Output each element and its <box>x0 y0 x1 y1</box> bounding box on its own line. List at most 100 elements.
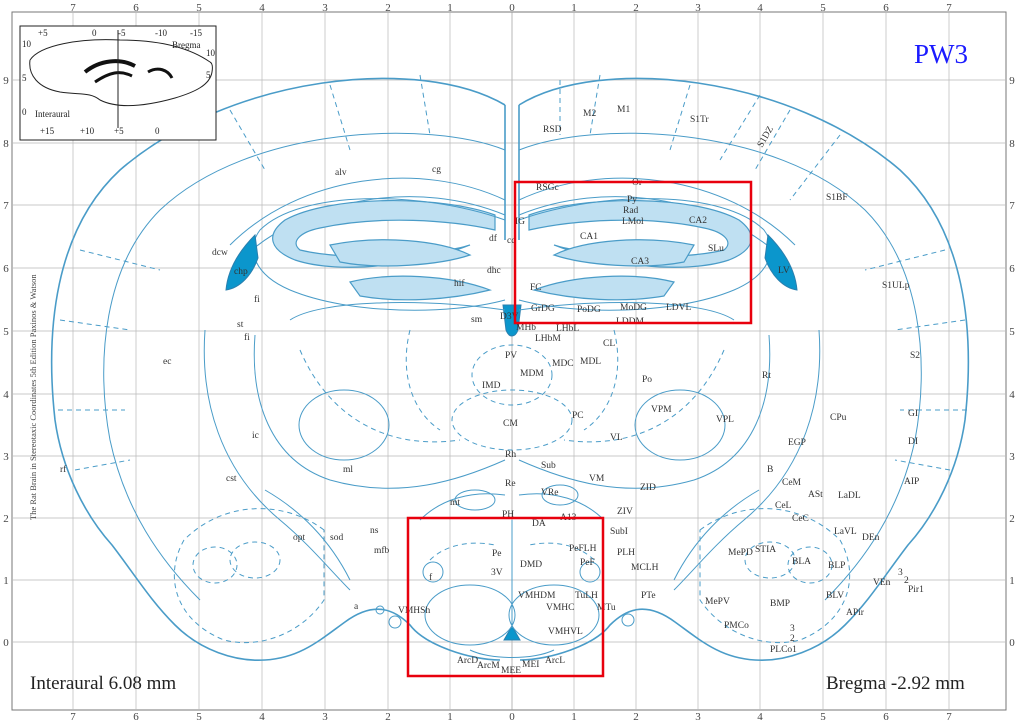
tick-label: 3 <box>322 2 328 14</box>
tick-label: 5 <box>196 2 202 14</box>
roi-hypothalamus-box <box>406 516 605 678</box>
tick-label: 3 <box>322 711 328 722</box>
tick-label: 5 <box>196 711 202 722</box>
tick-label: 1 <box>447 711 453 722</box>
region-label: alv <box>335 168 347 178</box>
region-label: PoDG <box>577 305 601 315</box>
region-label: 3 <box>790 624 795 634</box>
region-label: f <box>429 572 433 583</box>
region-label: MoDG <box>620 303 647 313</box>
region-label: BLP <box>828 561 845 571</box>
region-label: ic <box>252 431 259 441</box>
region-label: ArcL <box>545 656 565 666</box>
tick-label: 5 <box>820 2 826 14</box>
left-axis: 9 8 7 6 5 4 3 2 1 0 <box>3 75 9 649</box>
region-label: df <box>489 233 498 244</box>
interaural-coordinate: Interaural 6.08 mm <box>30 673 176 694</box>
tick-label: 8 <box>3 138 9 150</box>
region-label: CM <box>503 419 518 429</box>
region-label: 3 <box>898 568 903 578</box>
tick-label: 4 <box>757 2 763 14</box>
region-label: LHbL <box>556 324 579 334</box>
region-label: S1Tr <box>690 115 710 125</box>
tick-label: 6 <box>1009 263 1015 275</box>
inset-tick: -5 <box>118 28 126 38</box>
region-label: ZIV <box>617 507 633 517</box>
region-label: IMD <box>482 381 501 391</box>
sagittal-inset: +5 0 -5 -10 -15 +15 +10 +5 0 10 5 0 10 5… <box>19 25 217 141</box>
region-label: S1BF <box>826 193 848 203</box>
plate-frame <box>11 11 1007 711</box>
region-label: LDVL <box>666 303 692 313</box>
bottom-axis: 7 6 5 4 3 2 1 0 1 2 3 4 5 6 7 <box>70 711 952 722</box>
left-hemisphere-outline <box>50 77 506 661</box>
region-label: PMCo <box>724 621 749 631</box>
region-label: VPM <box>651 405 672 415</box>
tick-label: 0 <box>509 2 515 14</box>
tick-label: 1 <box>571 2 577 14</box>
inset-tick: 10 <box>22 39 32 49</box>
region-label: MePD <box>728 548 753 558</box>
tick-label: 0 <box>1009 637 1015 649</box>
bregma-coordinate: Bregma -2.92 mm <box>826 673 965 694</box>
inset-tick: 5 <box>206 70 211 80</box>
tick-label: 5 <box>3 326 9 338</box>
region-label: AIP <box>904 477 919 487</box>
tick-label: 1 <box>1009 575 1015 587</box>
region-label: VRe <box>541 488 558 498</box>
region-label: SubI <box>610 527 628 537</box>
tick-label: 3 <box>695 2 701 14</box>
region-label: APir <box>846 608 865 618</box>
tick-label: 1 <box>571 711 577 722</box>
region-label: RSGc <box>536 183 559 193</box>
right-lateral-ventricle <box>764 233 798 291</box>
region-label: PTe <box>641 591 656 601</box>
region-label: DA <box>532 519 546 529</box>
tick-label: 2 <box>1009 513 1015 525</box>
region-label: Pe <box>492 549 502 559</box>
region-label: mt <box>450 498 460 508</box>
region-label: M2 <box>583 109 596 119</box>
region-label: SLu <box>708 244 724 254</box>
region-label: VM <box>589 474 605 484</box>
inset-interaural-label: Interaural <box>35 109 70 119</box>
region-label: sm <box>471 315 483 325</box>
region-label: CA1 <box>580 232 598 242</box>
tick-label: 7 <box>3 200 9 212</box>
region-label: BLV <box>826 591 844 601</box>
tick-label: 5 <box>820 711 826 722</box>
tick-label: 2 <box>385 711 391 722</box>
tick-label: 4 <box>757 711 763 722</box>
inset-tick: +10 <box>80 126 95 136</box>
tick-label: 2 <box>385 2 391 14</box>
left-hippocampus <box>272 199 496 268</box>
region-label: PeFLH <box>569 544 597 554</box>
region-label: MEE <box>501 666 521 676</box>
coordinate-grid <box>12 12 1006 710</box>
region-label: MDC <box>552 359 574 369</box>
tick-label: 2 <box>633 2 639 14</box>
region-label: IG <box>515 217 525 227</box>
region-label: ZID <box>640 483 656 493</box>
region-label: DI <box>908 437 918 447</box>
tick-label: 4 <box>3 389 9 401</box>
region-label: PeF <box>580 558 595 568</box>
tick-label: 1 <box>3 575 9 587</box>
region-label: ml <box>343 465 353 475</box>
region-label: MCLH <box>631 563 659 573</box>
region-label: VL <box>610 433 623 443</box>
region-label: CA2 <box>689 216 707 226</box>
roi-hippocampus-box <box>513 180 753 325</box>
inset-tick: -10 <box>155 28 167 38</box>
region-label: MHb <box>516 323 536 333</box>
region-label: DEn <box>862 533 880 543</box>
region-label: 2 <box>904 576 909 586</box>
region-label: BMP <box>770 599 790 609</box>
region-label: rf <box>60 464 67 475</box>
region-label: STIA <box>755 545 776 555</box>
region-label: CPu <box>830 413 847 423</box>
region-label: ec <box>163 357 171 367</box>
tick-label: 7 <box>946 2 952 14</box>
region-label: VMHC <box>546 603 575 613</box>
